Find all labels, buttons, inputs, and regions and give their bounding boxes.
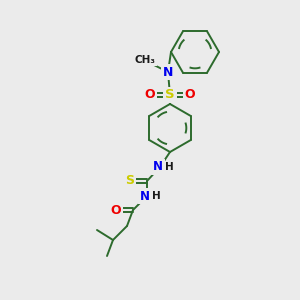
Text: H: H [152, 191, 160, 201]
Text: O: O [185, 88, 195, 101]
Text: S: S [165, 88, 175, 101]
Text: N: N [140, 190, 150, 202]
Text: CH₃: CH₃ [134, 55, 155, 65]
Text: O: O [111, 203, 121, 217]
Text: N: N [163, 65, 173, 79]
Text: S: S [125, 175, 134, 188]
Text: O: O [145, 88, 155, 101]
Text: N: N [153, 160, 163, 173]
Text: H: H [165, 162, 173, 172]
